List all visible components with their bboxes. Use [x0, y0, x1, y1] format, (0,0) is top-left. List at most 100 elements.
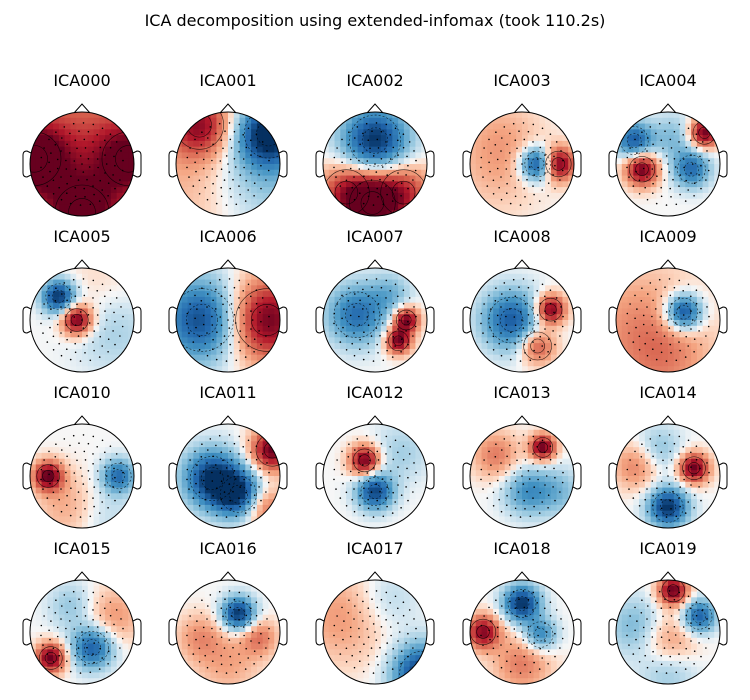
head-outline	[175, 111, 281, 217]
right-ear	[132, 306, 142, 334]
topomap-ica000: ICA000	[22, 71, 142, 217]
nose	[73, 571, 91, 582]
nose	[219, 103, 237, 114]
component-title: ICA009	[639, 227, 696, 246]
left-ear	[22, 306, 32, 334]
head-outline	[469, 267, 575, 373]
head-outline	[322, 579, 428, 685]
right-ear	[278, 618, 288, 646]
topomap-ica002: ICA002	[315, 71, 435, 217]
component-title: ICA016	[199, 539, 256, 558]
head-outline	[29, 267, 135, 373]
nose	[73, 415, 91, 426]
right-ear	[425, 462, 435, 490]
left-ear	[22, 618, 32, 646]
nose	[73, 103, 91, 114]
nose	[659, 103, 677, 114]
right-ear	[278, 150, 288, 178]
right-ear	[425, 306, 435, 334]
nose	[513, 259, 531, 270]
nose	[73, 259, 91, 270]
component-title: ICA013	[493, 383, 550, 402]
right-ear	[718, 150, 728, 178]
right-ear	[278, 306, 288, 334]
nose	[513, 103, 531, 114]
right-ear	[425, 618, 435, 646]
head-outline	[175, 423, 281, 529]
component-title: ICA006	[199, 227, 256, 246]
topomap-ica005: ICA005	[22, 227, 142, 373]
field-map	[176, 268, 280, 372]
component-title: ICA014	[639, 383, 696, 402]
topomap-ica011: ICA011	[168, 383, 288, 529]
left-ear	[22, 462, 32, 490]
left-ear	[608, 150, 618, 178]
topomap-ica012: ICA012	[315, 383, 435, 529]
right-ear	[132, 618, 142, 646]
figure-title: ICA decomposition using extended-infomax…	[144, 11, 606, 30]
left-ear	[168, 150, 178, 178]
component-title: ICA002	[346, 71, 403, 90]
topomap-ica009: ICA009	[608, 227, 728, 373]
field-map	[323, 580, 427, 684]
component-title: ICA003	[493, 71, 550, 90]
component-title: ICA019	[639, 539, 696, 558]
component-title: ICA012	[346, 383, 403, 402]
nose	[513, 571, 531, 582]
left-ear	[315, 306, 325, 334]
left-ear	[168, 306, 178, 334]
topomap-ica015: ICA015	[22, 539, 142, 685]
right-ear	[278, 462, 288, 490]
head-outline	[322, 423, 428, 529]
head-outline	[469, 579, 575, 685]
topomap-ica014: ICA014	[608, 383, 728, 529]
nose	[513, 415, 531, 426]
nose	[659, 415, 677, 426]
head-outline	[615, 423, 721, 529]
head-outline	[175, 579, 281, 685]
topomap-ica016: ICA016	[168, 539, 288, 685]
right-ear	[572, 462, 582, 490]
right-ear	[425, 150, 435, 178]
topomap-ica003: ICA003	[462, 71, 582, 217]
left-ear	[462, 306, 472, 334]
head-outline	[29, 579, 135, 685]
field-map	[176, 424, 280, 528]
nose	[366, 571, 384, 582]
head-outline	[175, 267, 281, 373]
nose	[366, 259, 384, 270]
nose	[659, 571, 677, 582]
left-ear	[462, 462, 472, 490]
left-ear	[315, 618, 325, 646]
nose	[659, 259, 677, 270]
component-title: ICA015	[53, 539, 110, 558]
head-outline	[322, 267, 428, 373]
head-outline	[615, 267, 721, 373]
component-title: ICA004	[639, 71, 696, 90]
head-outline	[29, 111, 135, 217]
component-title: ICA010	[53, 383, 110, 402]
head-outline	[469, 111, 575, 217]
left-ear	[608, 618, 618, 646]
component-title: ICA008	[493, 227, 550, 246]
component-title: ICA005	[53, 227, 110, 246]
topomap-ica018: ICA018	[462, 539, 582, 685]
head-outline	[469, 423, 575, 529]
left-ear	[22, 150, 32, 178]
nose	[219, 571, 237, 582]
field-map	[323, 112, 427, 216]
left-ear	[462, 618, 472, 646]
component-title: ICA011	[199, 383, 256, 402]
left-ear	[608, 306, 618, 334]
component-title: ICA000	[53, 71, 110, 90]
right-ear	[132, 150, 142, 178]
topomap-ica007: ICA007	[315, 227, 435, 373]
nose	[219, 415, 237, 426]
topomap-ica006: ICA006	[168, 227, 288, 373]
left-ear	[168, 462, 178, 490]
component-title: ICA017	[346, 539, 403, 558]
component-title: ICA007	[346, 227, 403, 246]
field-map	[470, 580, 574, 684]
component-title: ICA001	[199, 71, 256, 90]
